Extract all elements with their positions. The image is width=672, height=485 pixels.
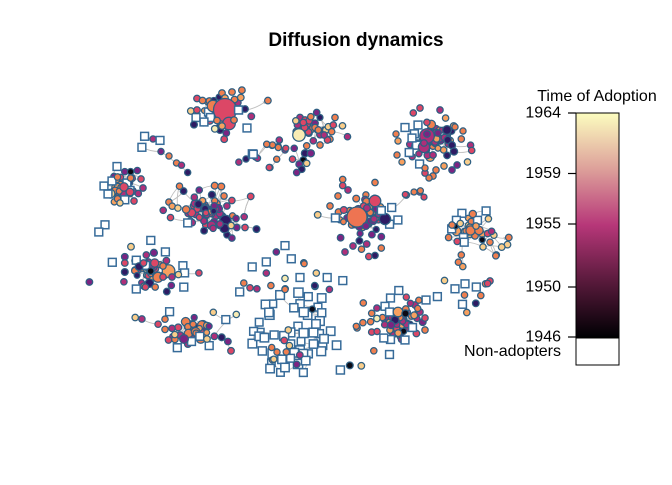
svg-text:1950: 1950 (525, 279, 561, 296)
svg-text:Time of Adoption: Time of Adoption (537, 88, 656, 105)
svg-text:1964: 1964 (525, 105, 561, 122)
svg-text:1955: 1955 (525, 216, 561, 233)
svg-text:Non-adopters: Non-adopters (464, 343, 561, 360)
svg-text:1959: 1959 (525, 165, 561, 182)
svg-text:Diffusion dynamics: Diffusion dynamics (268, 30, 443, 51)
svg-text:1946: 1946 (525, 329, 561, 346)
